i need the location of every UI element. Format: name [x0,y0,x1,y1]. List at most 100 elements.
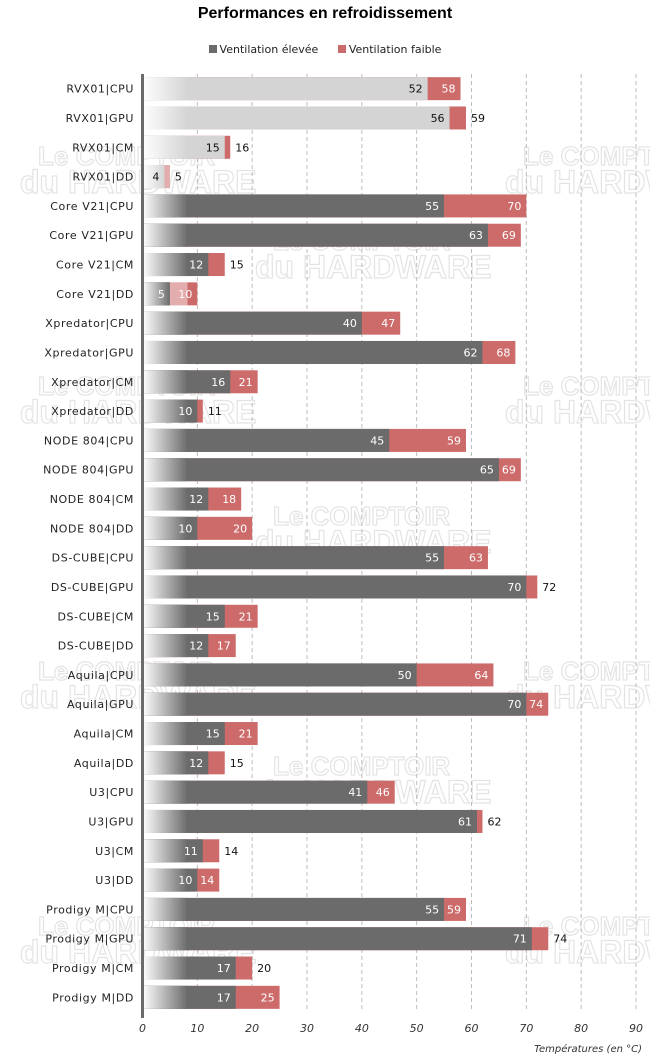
bar-row: 15 21 [142,722,258,746]
bar-fade [142,223,188,247]
value-label-high: 12 [189,640,203,653]
category-label: DS-CUBE|DD [58,640,134,653]
value-label-low: 20 [233,522,247,535]
bar-fade [142,927,188,951]
bar-row: 11 14 [142,839,238,863]
bar-fade [142,575,188,599]
bar-fade [142,780,188,804]
svg-text:Le COMPTOIR: Le COMPTOIR [523,656,650,686]
bar-row: 41 46 [142,780,395,804]
value-label-high: 45 [370,434,384,447]
bar-ventilation-elevee [142,223,488,247]
category-label: NODE 804|DD [50,522,134,535]
value-label-low: 18 [222,493,236,506]
bar-row: 15 16 [142,135,249,159]
x-tick-label: 90 [629,1022,643,1035]
bar-fade [142,634,188,658]
value-label-low: 46 [376,786,390,799]
category-label: Prodigy M|CPU [46,903,134,916]
value-label-low: 17 [217,640,231,653]
value-label-low: 20 [257,962,271,975]
bar-row: 16 21 [142,370,258,394]
svg-text:Le COMPTOIR: Le COMPTOIR [523,371,650,401]
value-label-high: 56 [431,112,445,125]
bar-row: 45 59 [142,428,467,452]
bar-fade [142,487,188,511]
value-label-low: 11 [208,405,222,418]
bar-ventilation-elevee [142,546,445,570]
value-label-high: 65 [480,464,494,477]
x-axis-ticks: 0 10 20 30 40 50 60 70 80 90 [139,1022,643,1035]
value-label-high: 5 [158,288,165,301]
bar-ventilation-elevee [142,428,390,452]
value-label-high: 12 [189,757,203,770]
category-label: RVX01|CPU [66,83,134,96]
bar-fade [142,692,188,716]
legend-label-low: Ventilation faible [348,43,442,56]
category-label: U3|DD [95,874,134,887]
bar-fade [142,399,188,423]
value-label-low: 70 [507,200,521,213]
value-label-high: 70 [507,698,521,711]
value-label-low: 47 [381,317,395,330]
category-label: DS-CUBE|GPU [51,581,134,594]
bar-fade [142,868,188,892]
category-label: Xpredator|CPU [45,317,134,330]
bar-fade [142,604,188,628]
value-label-high: 10 [178,522,192,535]
bar-fade [142,516,188,540]
category-label: RVX01|GPU [66,112,134,125]
value-label-high: 12 [189,259,203,272]
bar-fade [142,458,188,482]
value-label-high: 70 [507,581,521,594]
category-label: Xpredator|GPU [44,346,134,359]
value-label-low: 21 [239,610,253,623]
value-label-low: 64 [474,669,488,682]
bar-row: 52 58 [142,77,461,101]
value-label-low: 59 [447,903,461,916]
category-label: U3|CPU [89,786,134,799]
value-label-high: 15 [206,728,220,741]
bar-row: 56 59 [142,106,485,130]
bar-row: 40 47 [142,311,401,335]
bar-ventilation-elevee [142,809,477,833]
value-label-low: 14 [224,845,238,858]
legend-item-high: Ventilation élevée [208,43,318,56]
x-tick-label: 70 [519,1022,533,1035]
x-tick-label: 60 [465,1022,479,1035]
value-label-low: 72 [542,581,556,594]
category-label: U3|CM [95,845,134,858]
category-label: RVX01|DD [72,171,134,184]
svg-text:du HARDWARE: du HARDWARE [255,249,491,285]
value-label-low: 14 [200,874,214,887]
bar-ventilation-elevee [142,575,527,599]
x-tick-label: 20 [245,1022,259,1035]
bar-row: 62 68 [142,340,516,364]
bar-row: 10 14 [142,868,220,892]
legend: Ventilation élevée Ventilation faible [0,43,650,56]
value-label-high: 55 [425,552,439,565]
x-tick-label: 30 [300,1022,314,1035]
bar-fade [142,722,188,746]
value-label-high: 62 [463,346,477,359]
value-label-high: 12 [189,493,203,506]
value-label-low: 5 [175,171,182,184]
category-label: RVX01|CM [72,141,134,154]
bar-ventilation-elevee [142,458,499,482]
svg-text:du HARDWARE: du HARDWARE [20,164,256,200]
bar-row: 12 17 [142,634,236,658]
svg-text:du HARDWARE: du HARDWARE [505,394,650,430]
value-label-low: 59 [447,434,461,447]
bar-row: 50 64 [142,663,494,687]
bar-ventilation-elevee [142,897,445,921]
bar-row: 70 72 [142,575,556,599]
bar-row: 12 18 [142,487,242,511]
bar-fade [142,956,188,980]
bar-row: 71 74 [142,927,567,951]
bar-row: 55 70 [142,194,527,218]
svg-text:Le COMPTOIR: Le COMPTOIR [523,141,650,171]
category-label: Core V21|CM [56,259,134,272]
bar-fade [142,165,165,189]
